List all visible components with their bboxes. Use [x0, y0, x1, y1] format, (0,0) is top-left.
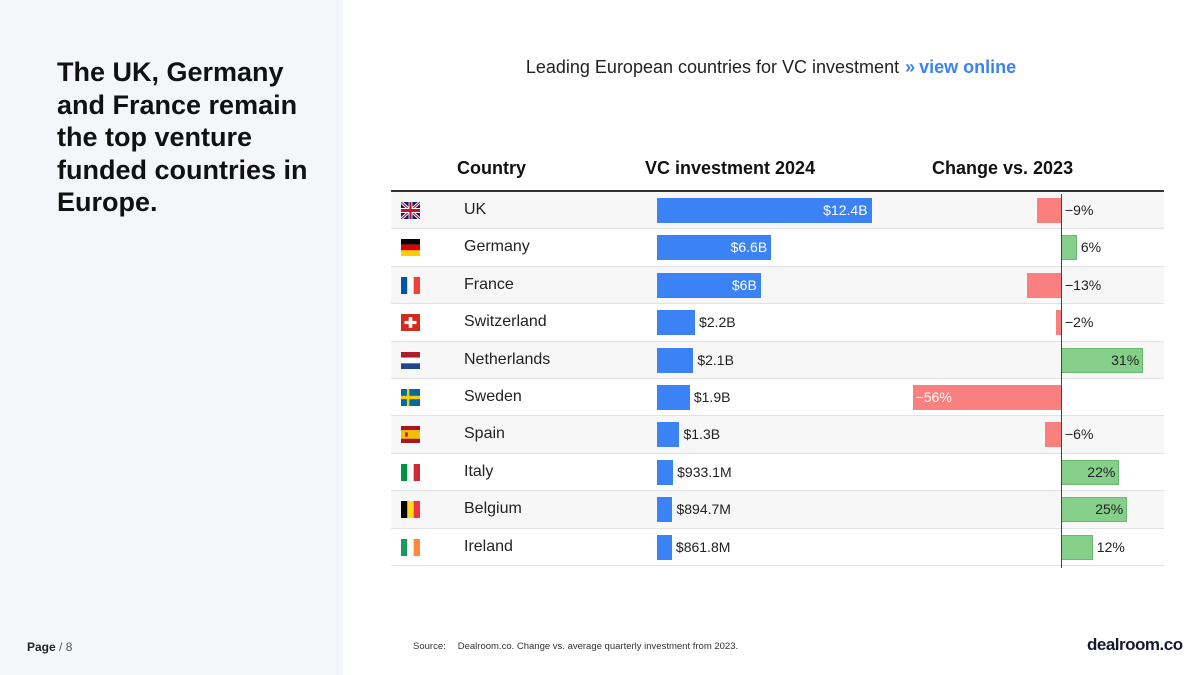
vc-value-label: $1.3B [683, 426, 721, 443]
left-panel [0, 0, 343, 675]
country-name: Sweden [464, 387, 522, 405]
flag-italy-icon [401, 463, 420, 481]
double-chevron-icon: » [905, 57, 916, 77]
flag-germany-icon [401, 239, 420, 257]
vc-bar-ireland [657, 534, 672, 560]
change-value-label: −9% [1065, 202, 1094, 218]
table-row-ireland: Ireland $861.8M 12% [391, 528, 1164, 566]
vc-bar-switzerland [657, 310, 696, 336]
source-note: Source: Dealroom.co. Change vs. average q… [413, 641, 738, 652]
change-value-label: −56% [915, 388, 952, 405]
vc-value-label: $861.8M [675, 538, 731, 555]
source-label: Source: [413, 641, 446, 652]
flag-ireland-icon [401, 538, 420, 556]
flag-spain-icon [401, 426, 420, 444]
page-number: / 8 [59, 640, 73, 654]
vc-table: Country VC investment 2024 Change vs. 20… [391, 150, 1164, 566]
chart-title-text: Leading European countries for VC invest… [525, 57, 900, 77]
flag-netherlands-icon [401, 351, 420, 369]
vc-value-label: $894.7M [676, 501, 731, 518]
flag-belgium-icon [401, 501, 420, 519]
vc-bar-spain [657, 422, 680, 448]
flag-sweden-icon [401, 388, 420, 406]
column-header-change: Change vs. 2023 [932, 158, 1074, 178]
table-body: UK $12.4B −9% Germany $6.6B 6% France $6B −13% Sw… [391, 192, 1164, 566]
change-value-label: −6% [1065, 426, 1094, 443]
vc-bar-italy [657, 459, 674, 485]
table-row-uk: UK $12.4B −9% [391, 192, 1164, 230]
change-bar-germany [1061, 235, 1077, 261]
vc-value-label: $2.2B [699, 314, 736, 331]
table-header: Country VC investment 2024 Change vs. 20… [391, 150, 1164, 192]
change-bar-ireland [1061, 534, 1093, 560]
table-row-france: France $6B −13% [391, 266, 1164, 305]
page-indicator: Page / 8 [27, 640, 72, 654]
headline: The UK, Germany and France remain the to… [57, 57, 308, 217]
vc-bar-uk [657, 198, 872, 223]
table-row-netherlands: Netherlands $2.1B 31% [391, 341, 1164, 379]
change-bar-sweden [912, 384, 1061, 410]
change-bar-spain [1045, 422, 1061, 448]
country-name: Italy [464, 462, 494, 480]
page-label: Page [27, 640, 56, 654]
change-value-label: 12% [1096, 538, 1125, 555]
country-name: UK [464, 201, 487, 218]
change-bar-switzerland [1055, 310, 1061, 336]
vc-value-label: $12.4B [823, 202, 868, 218]
change-bar-belgium [1061, 497, 1128, 523]
change-value-label: 31% [1111, 351, 1140, 368]
flag-france-icon [401, 276, 420, 294]
country-name: France [464, 275, 514, 293]
vc-value-label: $1.9B [693, 388, 731, 405]
table-row-belgium: Belgium $894.7M 25% [391, 491, 1164, 529]
change-bar-uk [1037, 198, 1061, 223]
table-row-switzerland: Switzerland $2.2B −2% [391, 304, 1164, 342]
source-text: Dealroom.co. Change vs. average quarterl… [457, 641, 739, 652]
table-row-germany: Germany $6.6B 6% [391, 229, 1164, 267]
country-name: Switzerland [464, 313, 547, 331]
chart-title: Leading European countries for VC invest… [398, 57, 1144, 78]
table-row-italy: Italy $933.1M 22% [391, 453, 1164, 492]
vc-bar-sweden [657, 384, 690, 410]
view-online-link[interactable]: view online [919, 57, 1017, 77]
vc-bar-netherlands [657, 347, 694, 373]
vc-bar-germany [657, 235, 772, 261]
country-name: Spain [464, 425, 505, 443]
change-value-label: −13% [1065, 276, 1102, 293]
change-value-label: −2% [1065, 314, 1094, 331]
flag-uk-icon [401, 202, 420, 219]
change-bar-italy [1061, 459, 1120, 485]
change-value-label: 22% [1087, 463, 1116, 480]
vc-value-label: $2.1B [697, 351, 734, 368]
vc-bar-belgium [657, 497, 673, 523]
vc-bar-france [657, 272, 761, 298]
dealroom-logo: dealroom.co [1087, 635, 1183, 654]
country-name: Belgium [464, 500, 522, 518]
vc-value-label: $6B [731, 276, 757, 293]
column-header-country: Country [457, 158, 526, 178]
table-row-spain: Spain $1.3B −6% [391, 416, 1164, 454]
change-value-label: 6% [1080, 239, 1102, 256]
vc-value-label: $933.1M [677, 463, 732, 480]
change-value-label: 25% [1095, 501, 1124, 518]
country-name: Netherlands [464, 350, 551, 368]
table-row-sweden: Sweden $1.9B −56% [391, 378, 1164, 417]
column-header-vc-investment: VC investment 2024 [645, 158, 816, 178]
change-bar-france [1026, 272, 1061, 298]
vc-value-label: $6.6B [730, 239, 768, 256]
flag-switzerland-icon [401, 314, 420, 332]
country-name: Germany [464, 238, 530, 256]
country-name: Ireland [464, 537, 513, 555]
change-zero-axis [1061, 194, 1062, 568]
